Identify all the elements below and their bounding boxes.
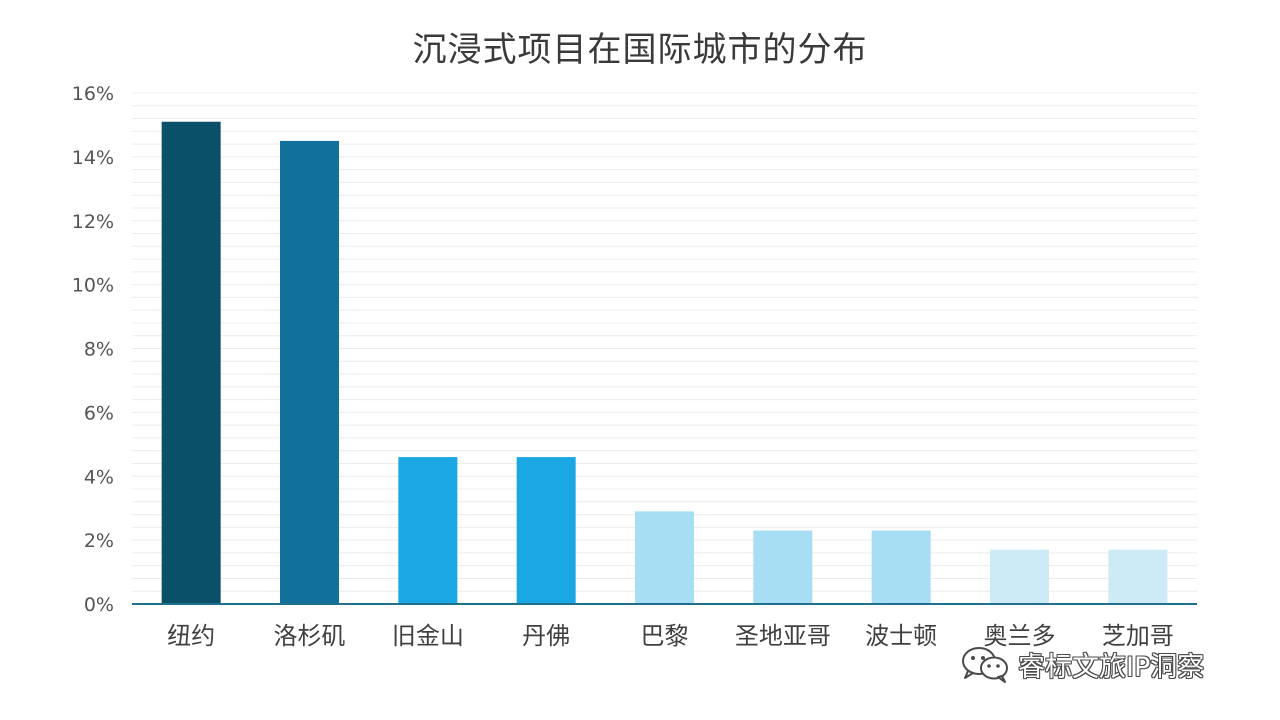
y-tick-label: 0%	[84, 594, 114, 616]
y-tick-label: 14%	[72, 147, 114, 169]
x-category-label: 巴黎	[641, 622, 689, 650]
x-category-label: 圣地亚哥	[735, 622, 831, 650]
y-tick-label: 10%	[72, 275, 114, 297]
y-tick-label: 12%	[72, 211, 114, 233]
y-tick-label: 2%	[84, 530, 114, 552]
bars	[161, 121, 1168, 605]
watermark: 睿标文旅IP洞察	[958, 644, 1204, 684]
bar	[1108, 549, 1168, 604]
x-category-label: 丹佛	[522, 622, 570, 650]
x-category-label: 洛杉矶	[274, 622, 346, 650]
y-tick-label: 8%	[84, 339, 114, 361]
bar	[280, 140, 339, 604]
x-category-label: 波士顿	[865, 622, 937, 650]
bar	[990, 549, 1049, 604]
labels: 0% 2% 4% 6% 8% 10% 12% 14% 16% 纽约 洛杉矶 旧金山 丹佛 巴黎 圣地亚哥 波士…	[72, 83, 1174, 650]
x-category-label: 纽约	[167, 622, 215, 650]
x-category-label: 奥兰多	[984, 622, 1056, 650]
y-tick-label: 4%	[84, 466, 114, 488]
bar	[161, 121, 221, 605]
watermark-text: 睿标文旅IP洞察	[1018, 651, 1205, 683]
bar	[871, 530, 931, 604]
x-category-label: 芝加哥	[1102, 622, 1174, 650]
y-tick-label: 6%	[84, 402, 114, 424]
bar	[635, 511, 694, 604]
chart-title: 沉浸式项目在国际城市的分布	[412, 30, 868, 70]
bar	[398, 457, 458, 604]
wechat-icon	[962, 647, 1008, 683]
bar	[753, 530, 813, 604]
x-category-label: 旧金山	[392, 622, 464, 650]
bar	[516, 457, 576, 604]
y-tick-label: 16%	[72, 83, 114, 105]
